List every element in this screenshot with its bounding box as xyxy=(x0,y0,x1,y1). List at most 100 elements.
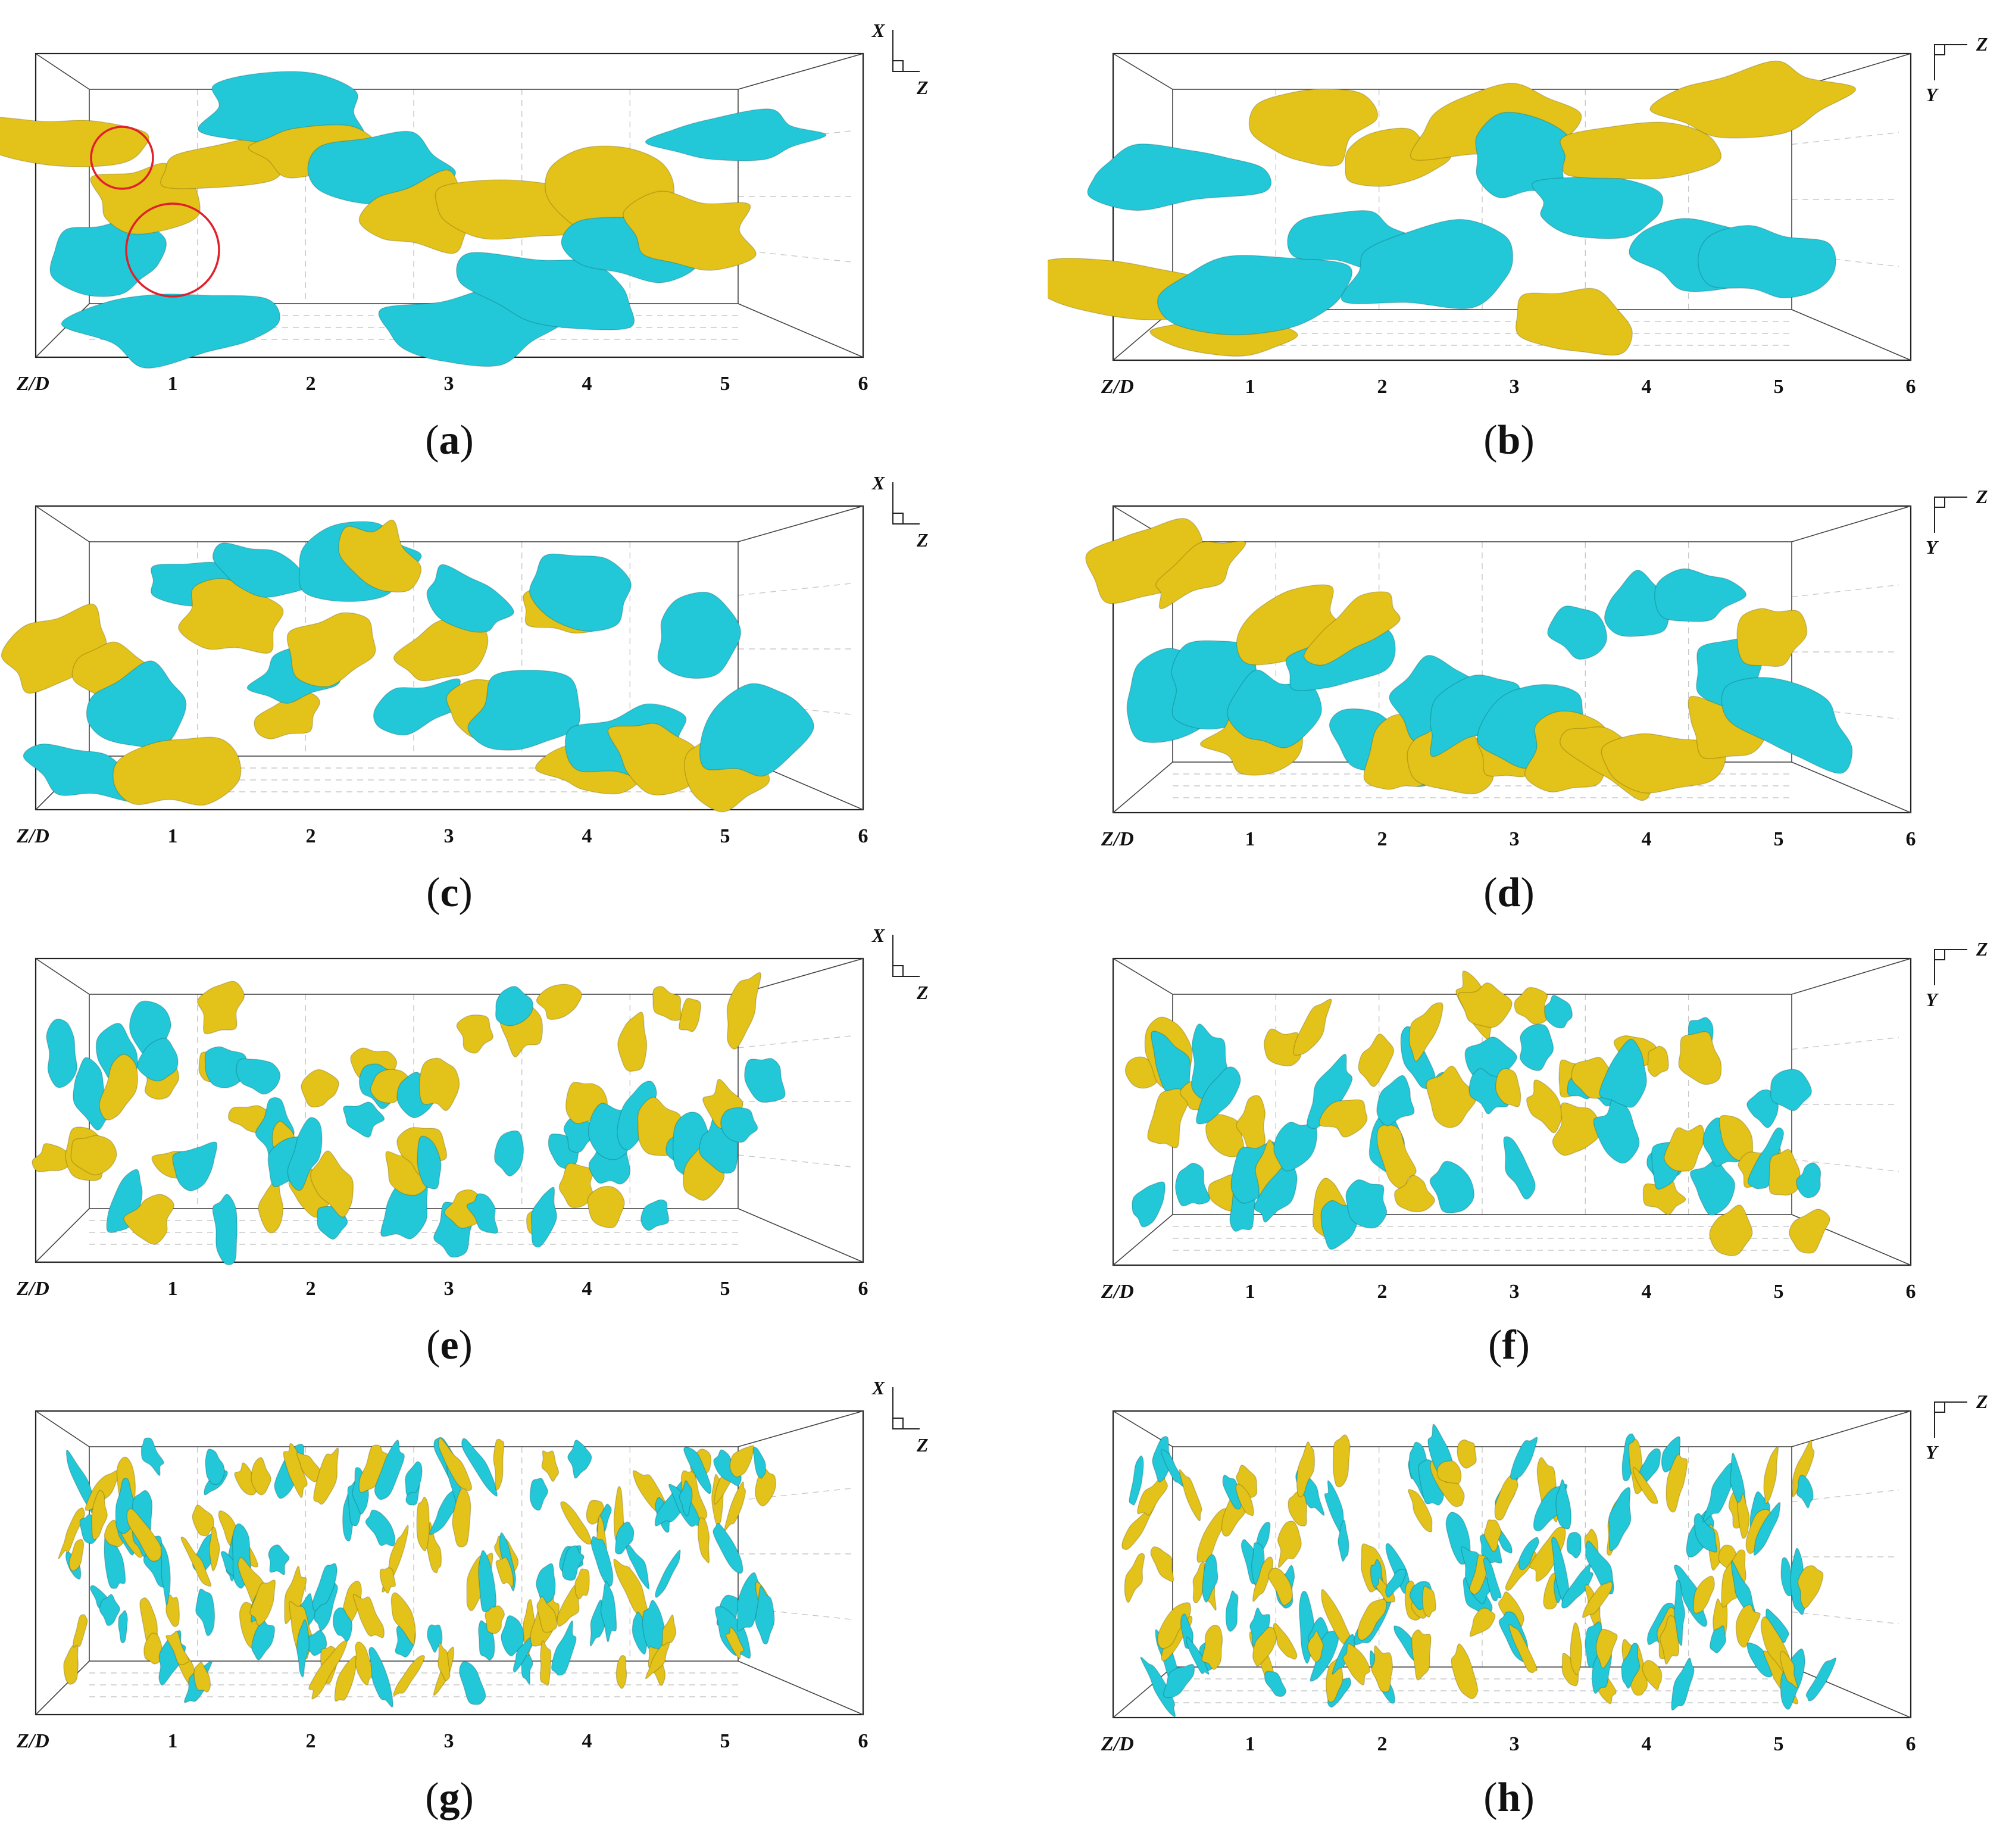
positive-isosurface xyxy=(456,1014,493,1054)
caption-a-label: a xyxy=(439,417,460,463)
tick-label: 1 xyxy=(1245,376,1255,398)
triad-label-vertical: X xyxy=(871,1381,885,1399)
positive-isosurface xyxy=(1332,1434,1351,1488)
negative-isosurface xyxy=(567,1440,592,1479)
inner-frame xyxy=(89,89,739,304)
caption-e: (e) xyxy=(426,1322,473,1368)
tick-label: 1 xyxy=(168,1278,178,1300)
positive-isosurface xyxy=(536,984,582,1020)
caption-d-label: d xyxy=(1497,870,1521,916)
axis-triad: YZ xyxy=(1926,1391,1988,1463)
grid-line xyxy=(1791,1489,1899,1503)
highlight-circle xyxy=(90,126,154,190)
grid-line xyxy=(1791,1037,1899,1050)
negative-isosurface xyxy=(600,1581,617,1643)
negative-isosurface xyxy=(1518,1537,1539,1571)
panel-e: Z/D 1 2 3 4 5 6 X Z xyxy=(0,929,952,1357)
positive-isosurface xyxy=(1267,1568,1293,1606)
panel-c: Z/D 1 2 3 4 5 6 X Z xyxy=(0,476,952,905)
outer-frame xyxy=(1112,505,1912,814)
positive-isosurface xyxy=(1357,1599,1387,1641)
negative-isosurface xyxy=(1157,255,1352,336)
positive-isosurface xyxy=(1263,1028,1302,1067)
tick-label: 6 xyxy=(1906,1281,1916,1303)
negative-isosurface xyxy=(1254,1157,1298,1223)
negative-isosurface xyxy=(655,1549,681,1598)
positive-isosurface xyxy=(724,1481,746,1532)
positive-isosurface xyxy=(416,1496,430,1552)
triad-label-vertical: X xyxy=(871,929,885,946)
positive-isosurface xyxy=(1789,1209,1830,1254)
negative-isosurface xyxy=(467,669,581,751)
negative-isosurface xyxy=(1132,1181,1166,1228)
triad-marker xyxy=(1935,497,1945,508)
positive-isosurface xyxy=(539,1640,552,1686)
negative-isosurface xyxy=(1593,1098,1640,1164)
box-edge xyxy=(738,53,864,90)
triad-marker xyxy=(1935,45,1945,55)
positive-isosurface xyxy=(541,1450,560,1482)
negative-isosurface xyxy=(1129,1455,1144,1506)
caption-g: (g) xyxy=(425,1775,474,1821)
tick-label: 5 xyxy=(720,1278,730,1300)
isosurface-structures xyxy=(1121,1424,1837,1718)
tick-label: 6 xyxy=(858,1278,868,1300)
panel-b: Z/D 1 2 3 4 5 6 Y Z xyxy=(1048,24,2000,452)
positive-isosurface xyxy=(1393,1175,1436,1213)
tick-label: 4 xyxy=(582,1278,592,1300)
triad-label-vertical: Y xyxy=(1926,989,1939,1010)
negative-isosurface xyxy=(590,1535,614,1587)
grid-line xyxy=(738,1488,852,1501)
positive-isosurface xyxy=(1408,1489,1433,1532)
negative-isosurface xyxy=(1174,1163,1210,1207)
triad-axes xyxy=(892,935,920,977)
negative-isosurface xyxy=(343,1101,385,1138)
positive-isosurface xyxy=(1192,1562,1205,1603)
tick-label: 3 xyxy=(444,1730,454,1752)
positive-isosurface xyxy=(754,1468,776,1507)
box-edge xyxy=(35,505,90,542)
axis-title-zd: Z/D xyxy=(1101,376,1134,398)
positive-isosurface xyxy=(32,1143,72,1172)
negative-isosurface xyxy=(1519,1023,1554,1072)
box-edge xyxy=(1113,761,1173,813)
isosurface-structures xyxy=(1085,517,1853,801)
negative-isosurface xyxy=(160,1543,171,1606)
positive-isosurface xyxy=(234,1462,258,1496)
grid-line xyxy=(1791,706,1899,720)
panel-g: Z/D 1 2 3 4 5 6 X Z xyxy=(0,1381,952,1810)
panel-d-plot: Z/D 1 2 3 4 5 6YZ xyxy=(1085,486,1988,850)
negative-isosurface xyxy=(296,1619,310,1678)
positive-isosurface xyxy=(249,1579,276,1626)
positive-isosurface xyxy=(1457,982,1513,1028)
negative-isosurface xyxy=(312,1563,338,1612)
negative-isosurface xyxy=(1673,1579,1686,1646)
negative-isosurface xyxy=(332,1607,353,1642)
box-edge xyxy=(1113,1214,1173,1266)
tick-label: 5 xyxy=(720,1730,730,1752)
box-edge xyxy=(35,53,90,90)
negative-isosurface xyxy=(212,542,308,598)
box-edge xyxy=(1791,958,1911,995)
positive-isosurface xyxy=(607,723,702,796)
positive-isosurface xyxy=(652,986,682,1021)
negative-isosurface xyxy=(1385,1569,1407,1598)
outer-frame xyxy=(1112,1410,1912,1719)
negative-isosurface xyxy=(529,1478,549,1511)
positive-isosurface xyxy=(1560,121,1722,180)
positive-isosurface xyxy=(104,1519,125,1547)
positive-isosurface xyxy=(1436,1460,1462,1484)
caption-c: (c) xyxy=(426,870,473,916)
tick-label: 6 xyxy=(858,1730,868,1752)
tick-label: 4 xyxy=(582,373,592,395)
positive-isosurface xyxy=(574,1568,590,1600)
positive-isosurface xyxy=(1205,1114,1245,1157)
positive-isosurface xyxy=(1763,1446,1779,1504)
axis-triad: YZ xyxy=(1926,938,1988,1010)
tick-label: 5 xyxy=(1774,1281,1784,1303)
positive-isosurface xyxy=(283,1443,308,1499)
negative-isosurface xyxy=(287,1117,323,1191)
positive-isosurface xyxy=(286,612,376,688)
box-edge xyxy=(1791,1666,1911,1718)
positive-isosurface xyxy=(1494,1475,1518,1521)
